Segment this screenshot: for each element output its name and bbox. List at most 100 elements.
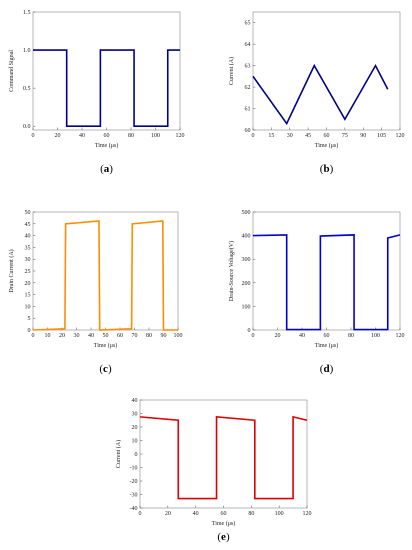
panel-caption: (e) xyxy=(217,531,230,543)
x-tick-label: 120 xyxy=(396,333,405,339)
plot-frame xyxy=(139,399,308,509)
x-tick-label: 100 xyxy=(275,511,284,517)
y-tick-label: 40 xyxy=(132,398,138,404)
x-axis-label: Time (μs) xyxy=(315,342,339,349)
x-tick-label: 105 xyxy=(377,133,386,139)
chart-panel-b: 0 15 30 45 60 75 90 105 120 60 61 62 63 64 65 Time (μs)… xyxy=(228,11,405,175)
x-axis-label: Time (μs) xyxy=(315,142,339,149)
y-tick-label: 65 xyxy=(245,21,251,27)
x-tick-label: 30 xyxy=(74,333,80,339)
y-tick-label: 100 xyxy=(242,304,251,310)
panel-letter: b xyxy=(323,163,329,175)
x-axis-label: Time (μs) xyxy=(212,520,236,527)
x-tick-label: 20 xyxy=(59,333,65,339)
x-tick-label: 90 xyxy=(161,333,167,339)
y-axis-label: Current (A) xyxy=(228,57,235,85)
x-tick-label: 80 xyxy=(128,133,134,139)
y-tick-label: 20 xyxy=(25,281,31,287)
panel-letter: c xyxy=(103,363,108,375)
x-tick-label: 80 xyxy=(146,333,152,339)
x-tick-label: 0 xyxy=(139,511,142,517)
y-tick-label: 10 xyxy=(132,439,138,445)
panel-letter: d xyxy=(323,363,329,375)
y-tick-label: 0 xyxy=(28,328,31,334)
chart-panel-d: 0 20 40 60 80 100 120 0 100 200 300 400 500 Time (μs)… xyxy=(228,210,405,375)
y-axis-label: Drain-Source Voltage(V) xyxy=(228,241,235,301)
x-tick-label: 70 xyxy=(132,333,138,339)
y-tick-label: 0 xyxy=(135,452,138,458)
y-tick-label: 25 xyxy=(25,269,31,275)
x-tick-label: 75 xyxy=(342,133,348,139)
x-tick-label: 40 xyxy=(193,511,199,517)
chart-panel-c: 0 10 20 30 40 50 60 70 80 90 100 0 5 10 15 20 25 30 35 40 45… xyxy=(8,210,183,375)
y-tick-label: 200 xyxy=(242,281,251,287)
x-tick-label: 60 xyxy=(104,133,110,139)
x-tick-label: 60 xyxy=(117,333,123,339)
y-tick-label: 0 xyxy=(248,328,251,334)
x-tick-label: 120 xyxy=(176,133,185,139)
y-tick-label: 62 xyxy=(245,85,251,91)
chart-panel-a: 0 20 40 60 80 100 120 0.0 0.5 1.0 1.5 Time (μs) Comm… xyxy=(9,10,185,175)
y-tick-label: 300 xyxy=(242,257,251,263)
y-tick-label: -40 xyxy=(130,506,138,512)
x-tick-label: 40 xyxy=(299,333,305,339)
y-tick-label: 0.0 xyxy=(23,124,31,130)
y-tick-label: 35 xyxy=(25,245,31,251)
x-axis-label: Time (μs) xyxy=(94,342,118,349)
x-tick-label: 0 xyxy=(252,133,255,139)
y-axis-label: Drain Current (A) xyxy=(8,249,15,292)
x-tick-label: 100 xyxy=(151,133,160,139)
y-tick-label: 15 xyxy=(25,293,31,299)
y-tick-label: 30 xyxy=(132,412,138,418)
plot-frame xyxy=(32,211,179,331)
panel-caption: (b) xyxy=(320,163,334,175)
y-tick-label: -20 xyxy=(130,479,138,485)
y-tick-label: 1.5 xyxy=(23,10,31,16)
y-axis-label: Command Signal xyxy=(9,50,15,92)
x-tick-label: 80 xyxy=(348,333,354,339)
y-tick-label: 40 xyxy=(25,234,31,240)
x-tick-label: 100 xyxy=(371,333,380,339)
x-tick-label: 15 xyxy=(268,133,274,139)
series-line xyxy=(32,220,178,331)
x-tick-label: 0 xyxy=(32,133,35,139)
series-line xyxy=(252,234,401,331)
y-tick-label: 1.0 xyxy=(23,48,31,54)
x-tick-label: 0 xyxy=(32,333,35,339)
x-tick-label: 50 xyxy=(103,333,109,339)
y-tick-label: -10 xyxy=(130,466,138,472)
series-line xyxy=(33,49,180,127)
x-tick-label: 60 xyxy=(221,511,227,517)
x-tick-label: 30 xyxy=(287,133,293,139)
y-tick-label: 5 xyxy=(28,316,31,322)
x-tick-label: 20 xyxy=(165,511,171,517)
y-tick-label: 30 xyxy=(25,257,31,263)
panel-caption: (c) xyxy=(99,363,112,375)
y-tick-label: 10 xyxy=(25,304,31,310)
y-tick-label: 61 xyxy=(245,107,251,113)
series-line xyxy=(252,63,389,126)
x-tick-label: 40 xyxy=(79,133,85,139)
x-tick-label: 80 xyxy=(248,511,254,517)
x-tick-label: 120 xyxy=(303,511,312,517)
panel-caption: (d) xyxy=(320,363,334,375)
y-tick-label: 20 xyxy=(132,425,138,431)
y-axis-label: Current (A) xyxy=(115,440,122,468)
x-tick-label: 10 xyxy=(45,333,51,339)
x-tick-label: 120 xyxy=(396,133,405,139)
y-tick-label: 63 xyxy=(245,64,251,70)
x-tick-label: 60 xyxy=(324,133,330,139)
x-tick-label: 40 xyxy=(88,333,94,339)
y-tick-label: 45 xyxy=(25,222,31,228)
plot-frame xyxy=(32,11,181,131)
panel-letter: e xyxy=(221,531,226,543)
y-tick-label: 0.5 xyxy=(23,86,31,92)
x-tick-label: 20 xyxy=(275,333,281,339)
y-tick-label: 500 xyxy=(242,210,251,216)
y-tick-label: 64 xyxy=(245,42,251,48)
panel-caption: (a) xyxy=(100,163,113,175)
y-tick-label: 60 xyxy=(245,128,251,134)
x-tick-label: 90 xyxy=(360,133,366,139)
x-axis-label: Time (μs) xyxy=(95,142,119,149)
